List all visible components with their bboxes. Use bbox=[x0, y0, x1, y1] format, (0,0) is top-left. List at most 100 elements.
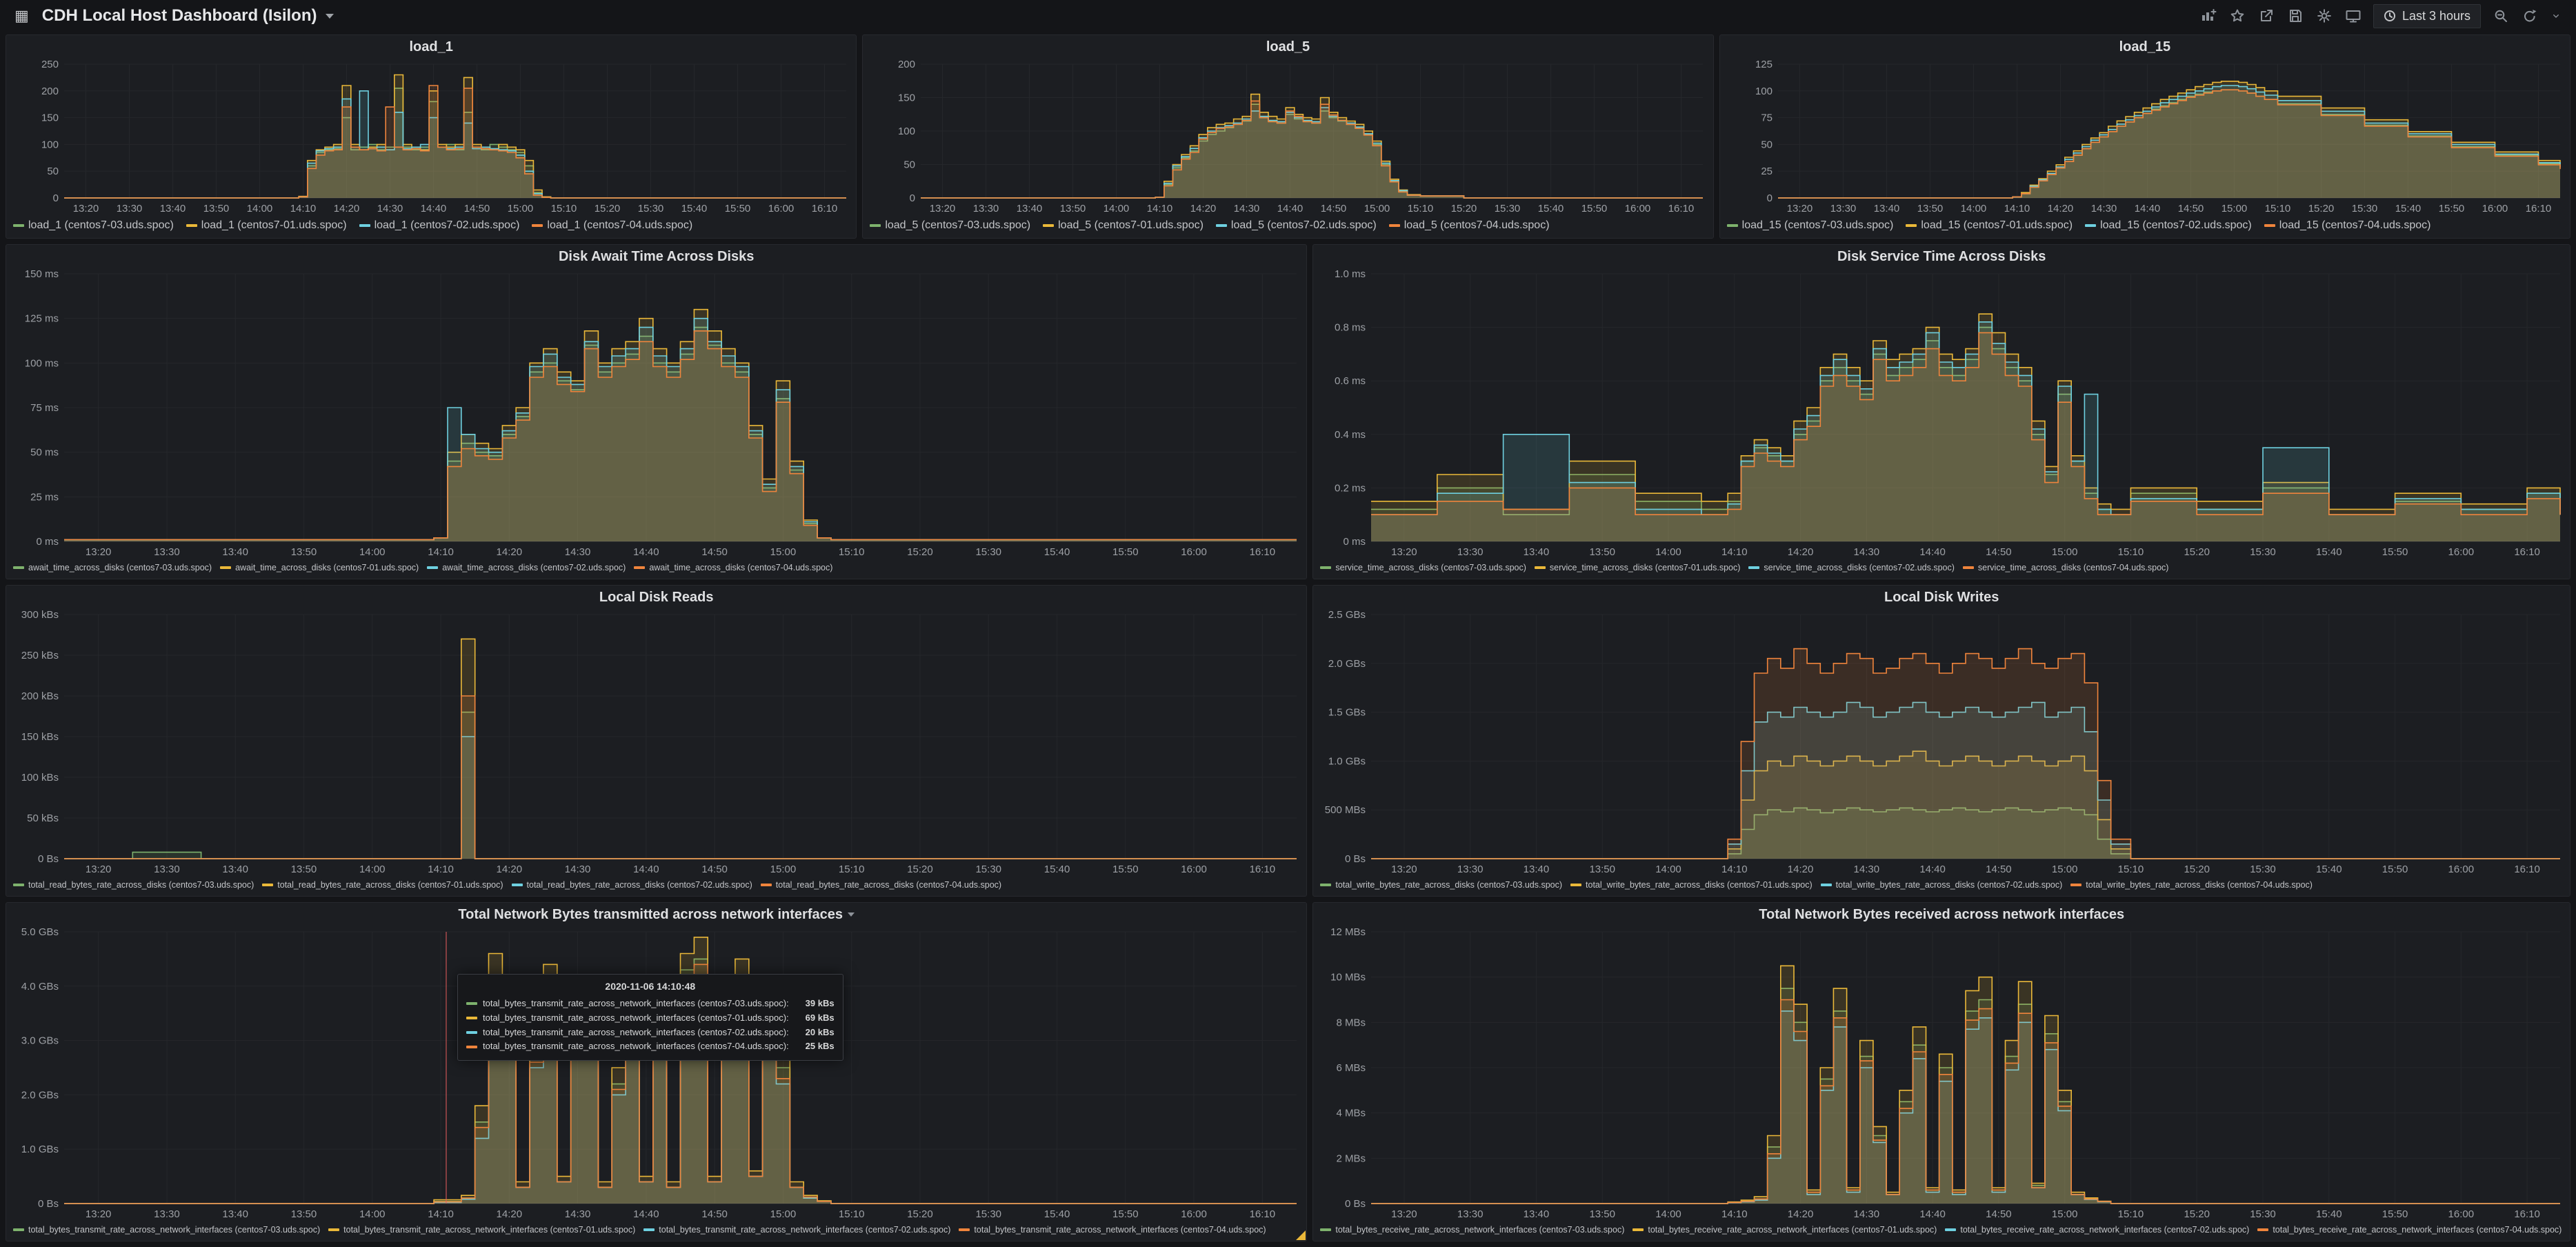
svg-text:14:30: 14:30 bbox=[1854, 864, 1880, 875]
legend-item[interactable]: service_time_across_disks (centos7-02.ud… bbox=[1748, 563, 1955, 572]
legend-item[interactable]: load_1 (centos7-04.uds.spoc) bbox=[532, 219, 692, 232]
graph-total_read_bytes_rate_across_disks[interactable]: 13:20 13:30 13:40 13:50 14:00 14:10 14:20 14:30… bbox=[6, 609, 1306, 878]
svg-text:0: 0 bbox=[53, 192, 59, 204]
graph-total_bytes_transmit_rate_across_network_interfaces[interactable]: 13:20 13:30 13:40 13:50 14:00 14:10 14:20 14:30… bbox=[6, 926, 1306, 1223]
legend-item[interactable]: total_bytes_receive_rate_across_network_… bbox=[2257, 1225, 2562, 1235]
gear-icon bbox=[2317, 9, 2331, 23]
panel-title[interactable]: Disk Await Time Across Disks bbox=[6, 245, 1306, 268]
save-dashboard-button[interactable] bbox=[2282, 4, 2308, 28]
legend-item[interactable]: load_15 (centos7-03.uds.spoc) bbox=[1726, 219, 1893, 232]
legend-item[interactable]: load_15 (centos7-01.uds.spoc) bbox=[1906, 219, 2073, 232]
svg-text:15:20: 15:20 bbox=[2184, 864, 2210, 875]
legend-item[interactable]: total_bytes_receive_rate_across_network_… bbox=[1633, 1225, 1937, 1235]
zoom-out-time-button[interactable] bbox=[2488, 4, 2514, 28]
chart-area-total_write_bytes_rate_across_disks[interactable]: 13:20 13:30 13:40 13:50 14:00 14:10 14:20 14:30… bbox=[1313, 609, 2570, 878]
legend-item[interactable]: total_read_bytes_rate_across_disks (cent… bbox=[13, 880, 254, 890]
legend-item[interactable]: total_write_bytes_rate_across_disks (cen… bbox=[2070, 880, 2313, 890]
chart-area-total_bytes_transmit_rate_across_network_interfaces[interactable]: 13:20 13:30 13:40 13:50 14:00 14:10 14:20 14:30… bbox=[6, 926, 1306, 1223]
panel-title[interactable]: Total Network Bytes received across netw… bbox=[1313, 903, 2570, 926]
star-dashboard-button[interactable] bbox=[2224, 4, 2250, 28]
legend-item[interactable]: load_5 (centos7-01.uds.spoc) bbox=[1043, 219, 1204, 232]
panel-title[interactable]: Total Network Bytes transmitted across n… bbox=[6, 903, 1306, 926]
legend-item[interactable]: total_write_bytes_rate_across_disks (cen… bbox=[1820, 880, 2062, 890]
graph-load_15[interactable]: 13:20 13:30 13:40 13:50 14:00 14:10 14:20 14:30… bbox=[1720, 59, 2570, 217]
dashboard-settings-button[interactable] bbox=[2311, 4, 2337, 28]
legend-item[interactable]: total_read_bytes_rate_across_disks (cent… bbox=[760, 880, 1001, 890]
graph-await_time_across_disks[interactable]: 13:20 13:30 13:40 13:50 14:00 14:10 14:20 14:30… bbox=[6, 268, 1306, 561]
legend-item[interactable]: load_15 (centos7-02.uds.spoc) bbox=[2085, 219, 2252, 232]
svg-text:15:30: 15:30 bbox=[2250, 546, 2277, 558]
panel-title[interactable]: Local Disk Writes bbox=[1313, 586, 2570, 609]
legend-item[interactable]: total_bytes_transmit_rate_across_network… bbox=[959, 1225, 1266, 1235]
svg-text:15:00: 15:00 bbox=[2052, 1208, 2078, 1220]
series-color-marker bbox=[1945, 1228, 1957, 1231]
panel-title-text: Total Network Bytes received across netw… bbox=[1759, 906, 2125, 922]
legend-item[interactable]: total_write_bytes_rate_across_disks (cen… bbox=[1320, 880, 1562, 890]
panel-title[interactable]: Local Disk Reads bbox=[6, 586, 1306, 609]
legend-item[interactable]: total_bytes_transmit_rate_across_network… bbox=[328, 1225, 635, 1235]
legend-item[interactable]: load_1 (centos7-03.uds.spoc) bbox=[13, 219, 174, 232]
svg-text:15:10: 15:10 bbox=[2118, 864, 2144, 875]
graph-total_write_bytes_rate_across_disks[interactable]: 13:20 13:30 13:40 13:50 14:00 14:10 14:20 14:30… bbox=[1313, 609, 2570, 878]
legend-item[interactable]: load_5 (centos7-02.uds.spoc) bbox=[1215, 219, 1377, 232]
panel-load_15: load_15 13:20 13:30 13:40 13:50 14:00 14:10 14:… bbox=[1719, 34, 2570, 239]
legend-item[interactable]: total_read_bytes_rate_across_disks (cent… bbox=[262, 880, 503, 890]
panel-title[interactable]: load_5 bbox=[863, 35, 1713, 59]
panel-title[interactable]: load_15 bbox=[1720, 35, 2570, 59]
legend-item[interactable]: service_time_across_disks (centos7-03.ud… bbox=[1320, 563, 1526, 572]
svg-text:75: 75 bbox=[1761, 112, 1773, 124]
legend-item[interactable]: total_bytes_transmit_rate_across_network… bbox=[13, 1225, 320, 1235]
chart-area-total_read_bytes_rate_across_disks[interactable]: 13:20 13:30 13:40 13:50 14:00 14:10 14:20 14:30… bbox=[6, 609, 1306, 878]
graph-total_bytes_receive_rate_across_network_interfaces[interactable]: 13:20 13:30 13:40 13:50 14:00 14:10 14:20 14:30… bbox=[1313, 926, 2570, 1223]
chart-area-load_5[interactable]: 13:20 13:30 13:40 13:50 14:00 14:10 14:20 14:30… bbox=[863, 59, 1713, 217]
legend-item[interactable]: await_time_across_disks (centos7-01.uds.… bbox=[220, 563, 419, 572]
svg-text:13:40: 13:40 bbox=[160, 203, 186, 215]
svg-text:150 ms: 150 ms bbox=[25, 268, 59, 280]
panel-title[interactable]: load_1 bbox=[6, 35, 856, 59]
legend-item[interactable]: total_read_bytes_rate_across_disks (cent… bbox=[511, 880, 752, 890]
time-range-picker[interactable]: Last 3 hours bbox=[2373, 3, 2481, 28]
legend-item[interactable]: service_time_across_disks (centos7-04.ud… bbox=[1962, 563, 2168, 572]
share-dashboard-button[interactable] bbox=[2253, 4, 2279, 28]
svg-text:14:00: 14:00 bbox=[1656, 546, 1682, 558]
svg-text:16:10: 16:10 bbox=[2515, 546, 2541, 558]
legend-item[interactable]: total_write_bytes_rate_across_disks (cen… bbox=[1570, 880, 1813, 890]
legend-item[interactable]: await_time_across_disks (centos7-03.uds.… bbox=[13, 563, 212, 572]
graph-service_time_across_disks[interactable]: 13:20 13:30 13:40 13:50 14:00 14:10 14:20 14:30… bbox=[1313, 268, 2570, 561]
legend-item[interactable]: load_1 (centos7-01.uds.spoc) bbox=[186, 219, 347, 232]
svg-text:16:10: 16:10 bbox=[812, 203, 838, 215]
svg-text:13:40: 13:40 bbox=[1524, 546, 1550, 558]
add-panel-button[interactable] bbox=[2195, 4, 2221, 28]
dashboard-title-chevron-down-icon[interactable] bbox=[325, 13, 334, 19]
svg-text:14:10: 14:10 bbox=[428, 546, 454, 558]
chart-area-load_1[interactable]: 13:20 13:30 13:40 13:50 14:00 14:10 14:20 14:30… bbox=[6, 59, 856, 217]
chart-area-await_time_across_disks[interactable]: 13:20 13:30 13:40 13:50 14:00 14:10 14:20 14:30… bbox=[6, 268, 1306, 561]
legend-item[interactable]: service_time_across_disks (centos7-01.ud… bbox=[1534, 563, 1740, 572]
chart-area-total_bytes_receive_rate_across_network_interfaces[interactable]: 13:20 13:30 13:40 13:50 14:00 14:10 14:20 14:30… bbox=[1313, 926, 2570, 1223]
dashboards-menu-button[interactable]: ▦ bbox=[10, 5, 34, 27]
legend-item[interactable]: total_bytes_transmit_rate_across_network… bbox=[643, 1225, 950, 1235]
panel-title[interactable]: Disk Service Time Across Disks bbox=[1313, 245, 2570, 268]
cycle-view-mode-button[interactable] bbox=[2340, 4, 2366, 28]
legend-item[interactable]: load_15 (centos7-04.uds.spoc) bbox=[2264, 219, 2430, 232]
series-color-marker bbox=[870, 224, 881, 227]
svg-text:14:30: 14:30 bbox=[1854, 546, 1880, 558]
dashboard-title[interactable]: CDH Local Host Dashboard (Isilon) bbox=[41, 6, 317, 25]
chart-area-service_time_across_disks[interactable]: 13:20 13:30 13:40 13:50 14:00 14:10 14:20 14:30… bbox=[1313, 268, 2570, 561]
legend-item[interactable]: load_1 (centos7-02.uds.spoc) bbox=[359, 219, 519, 232]
legend-item[interactable]: load_5 (centos7-04.uds.spoc) bbox=[1388, 219, 1550, 232]
graph-load_5[interactable]: 13:20 13:30 13:40 13:50 14:00 14:10 14:20 14:30… bbox=[863, 59, 1713, 217]
legend-item[interactable]: await_time_across_disks (centos7-02.uds.… bbox=[427, 563, 626, 572]
graph-load_1[interactable]: 13:20 13:30 13:40 13:50 14:00 14:10 14:20 14:30… bbox=[6, 59, 856, 217]
legend-item[interactable]: total_bytes_receive_rate_across_network_… bbox=[1320, 1225, 1624, 1235]
panel-menu-caret-icon[interactable] bbox=[847, 912, 855, 917]
svg-text:10 MBs: 10 MBs bbox=[1331, 972, 1366, 984]
chart-area-load_15[interactable]: 13:20 13:30 13:40 13:50 14:00 14:10 14:20 14:30… bbox=[1720, 59, 2570, 217]
legend-item[interactable]: await_time_across_disks (centos7-04.uds.… bbox=[634, 563, 832, 572]
legend-item[interactable]: total_bytes_receive_rate_across_network_… bbox=[1945, 1225, 2249, 1235]
svg-text:14:10: 14:10 bbox=[428, 1208, 454, 1220]
panel-resize-handle[interactable] bbox=[1296, 1230, 1306, 1240]
legend-item[interactable]: load_5 (centos7-03.uds.spoc) bbox=[870, 219, 1030, 232]
refresh-interval-dropdown[interactable] bbox=[2546, 7, 2566, 25]
refresh-dashboard-button[interactable] bbox=[2517, 4, 2543, 28]
